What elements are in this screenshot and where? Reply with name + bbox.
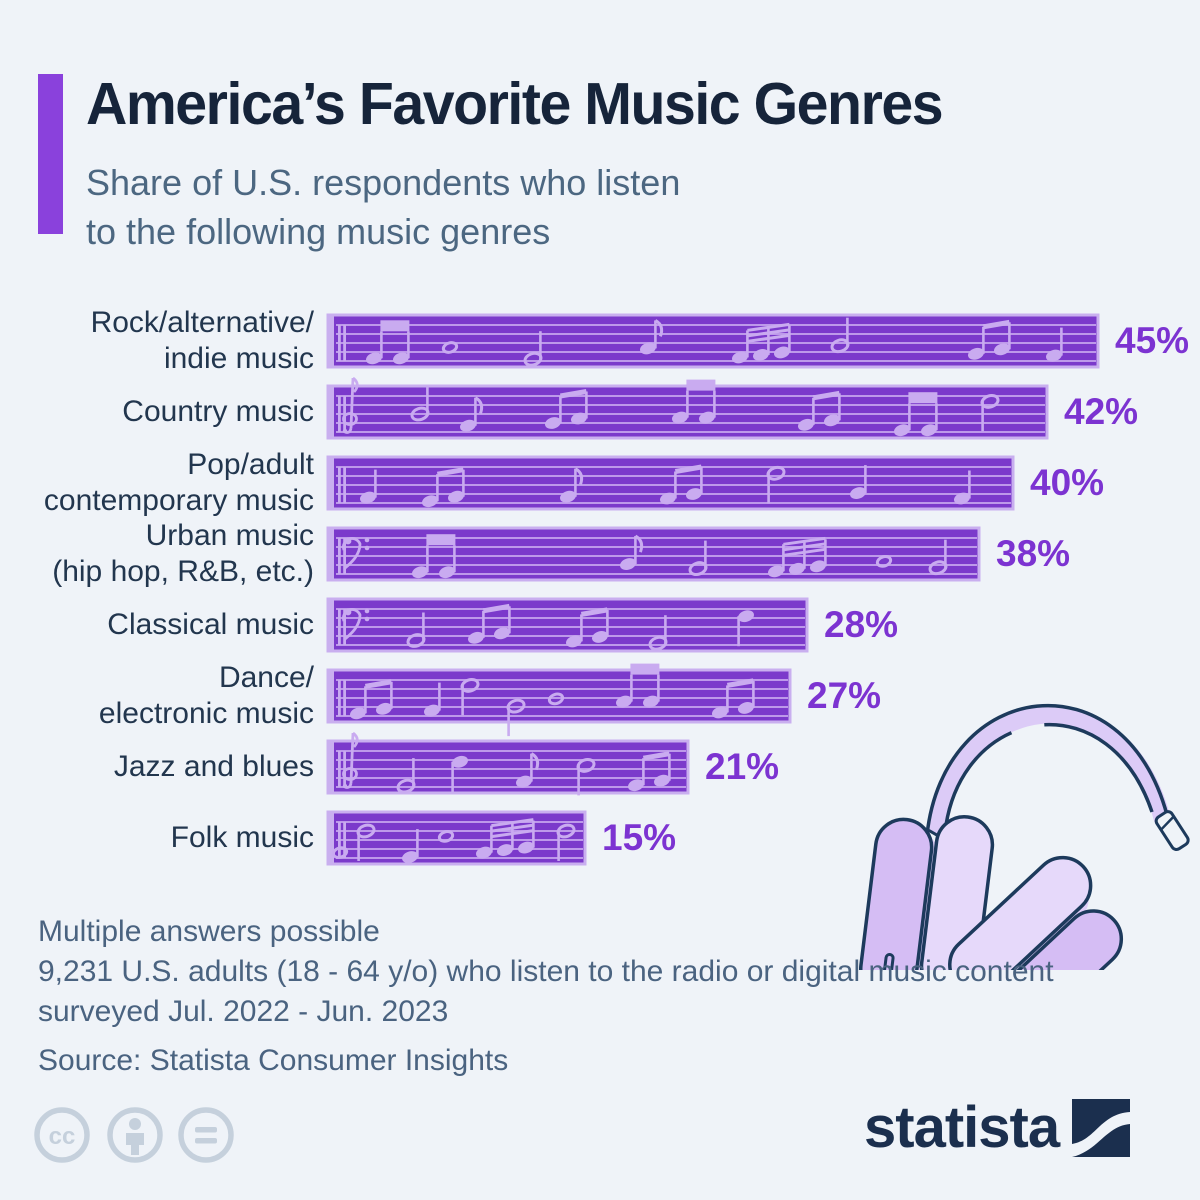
footer-notes: Multiple answers possible 9,231 U.S. adu… bbox=[38, 912, 1054, 1081]
bar-label-line: (hip hop, R&B, etc.) bbox=[52, 555, 314, 588]
bar-value: 21% bbox=[705, 746, 780, 787]
bar-value: 42% bbox=[1064, 391, 1139, 432]
bar-value: 28% bbox=[824, 604, 899, 645]
footer-note: surveyed Jul. 2022 - Jun. 2023 bbox=[38, 995, 449, 1028]
statista-logo: statista bbox=[864, 1095, 1131, 1160]
bar-label: Folk music bbox=[0, 812, 314, 864]
headband-stub-right bbox=[1154, 810, 1190, 852]
bar-musical-staff bbox=[326, 810, 587, 866]
subtitle-line: Share of U.S. respondents who listen bbox=[86, 162, 681, 203]
subtitle-line: to the following music genres bbox=[86, 211, 551, 252]
bar-musical-staff bbox=[326, 731, 690, 796]
bar-musical-staff bbox=[326, 313, 1100, 369]
bar-label-line: electronic music bbox=[98, 697, 314, 730]
footer-note: 9,231 U.S. adults (18 - 64 y/o) who list… bbox=[38, 955, 1054, 988]
bar-label-line: contemporary music bbox=[43, 484, 314, 517]
bar-label-line: Rock/alternative/ bbox=[90, 306, 314, 339]
bar-label-line: Folk music bbox=[170, 821, 314, 854]
cc-icon: cc bbox=[34, 1107, 90, 1163]
bar-value: 38% bbox=[996, 533, 1071, 574]
bar-label-line: Urban music bbox=[145, 519, 314, 552]
bar-label: Rock/alternative/indie music bbox=[0, 306, 314, 375]
right-earcup bbox=[947, 855, 1124, 970]
bar-label: Country music bbox=[0, 386, 314, 438]
bar-label-line: Dance/ bbox=[218, 661, 314, 694]
chart-subtitle: Share of U.S. respondents who listen to … bbox=[86, 158, 680, 256]
title-accent-bar bbox=[38, 74, 63, 234]
bar-label-line: Jazz and blues bbox=[113, 750, 314, 783]
bar-musical-staff bbox=[326, 455, 1015, 511]
headband-outline-inner bbox=[944, 722, 1154, 826]
svg-text:cc: cc bbox=[49, 1123, 76, 1150]
cc-license-icons: cc bbox=[34, 1107, 234, 1163]
bar-label: Jazz and blues bbox=[0, 741, 314, 793]
headband-fill bbox=[927, 706, 1171, 847]
bar-musical-staff bbox=[326, 663, 792, 737]
bar-label-line: indie music bbox=[163, 342, 314, 375]
bar-value: 45% bbox=[1115, 320, 1190, 361]
headband-outline-outer bbox=[925, 703, 1169, 836]
bar-label: Classical music bbox=[0, 599, 314, 651]
bar-label-line: Classical music bbox=[107, 608, 314, 641]
bar-musical-staff bbox=[326, 597, 809, 653]
bar-musical-staff bbox=[326, 376, 1049, 440]
bar-label: Dance/electronic music bbox=[0, 661, 314, 730]
headphones-icon bbox=[859, 703, 1190, 970]
statista-logo-text: statista bbox=[864, 1095, 1060, 1160]
page-title: America’s Favorite Music Genres bbox=[86, 71, 944, 137]
equals-no-derivatives-icon bbox=[178, 1107, 234, 1163]
attribution-person-icon bbox=[107, 1107, 163, 1163]
footer-note: Multiple answers possible bbox=[38, 915, 380, 948]
bar-value: 15% bbox=[602, 817, 677, 858]
bar-label: Urban music (hip hop, R&B, etc.) bbox=[0, 519, 314, 588]
bar-label: Pop/adult contemporary music bbox=[0, 448, 314, 517]
bar-label-line: Country music bbox=[122, 395, 314, 428]
source-note: Source: Statista Consumer Insights bbox=[38, 1044, 509, 1077]
bar-label-line: Pop/adult bbox=[187, 448, 314, 481]
bar-musical-staff bbox=[326, 526, 981, 582]
bar-value: 27% bbox=[807, 675, 882, 716]
statista-logo-mark bbox=[1072, 1099, 1131, 1157]
bar-value: 40% bbox=[1030, 462, 1105, 503]
